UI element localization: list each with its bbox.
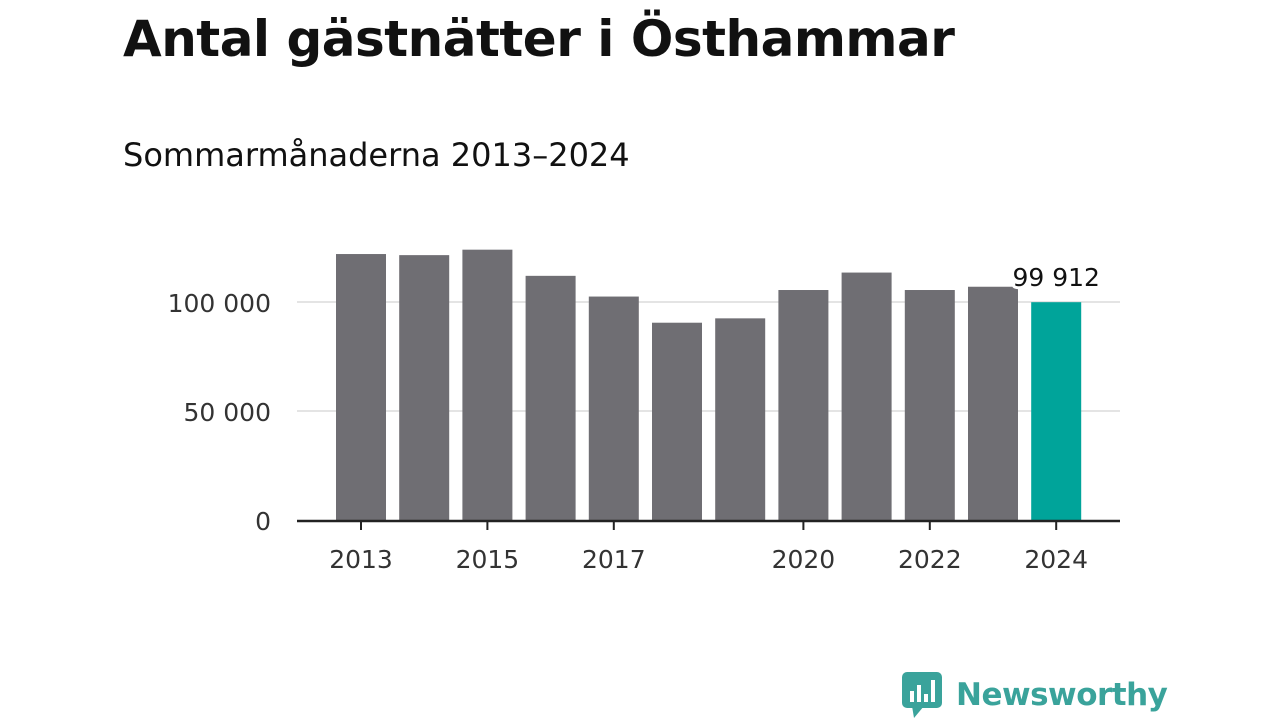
bar-2017 (588, 296, 639, 520)
bar-2021 (841, 272, 892, 520)
y-tick-label: 100 000 (168, 289, 271, 318)
bar-2013 (336, 254, 386, 521)
data-label-highlight: 99 912 (1012, 263, 1099, 292)
bar-2019 (715, 318, 766, 520)
bar-2015 (462, 249, 513, 520)
bar-2016 (525, 275, 576, 520)
bar-2023 (968, 286, 1018, 520)
bar-2020 (778, 290, 829, 520)
chart-subtitle: Sommarmånaderna 2013–2024 (123, 136, 630, 174)
y-tick-label: 50 000 (184, 398, 271, 427)
bar-2024 (1031, 302, 1082, 520)
y-tick-label: 0 (255, 507, 271, 536)
newsworthy-logo-icon (902, 672, 942, 718)
newsworthy-logo: Newsworthy (902, 670, 1168, 720)
bar-2022 (904, 290, 955, 520)
x-tick-label: 2017 (582, 545, 646, 574)
bar-chart: 0 50 000 100 000 99 912 2013 2015 2017 2020 2022… (168, 249, 1120, 574)
bar-2018 (652, 322, 702, 520)
x-tick-label: 2013 (329, 545, 393, 574)
x-tick-label: 2022 (898, 545, 962, 574)
newsworthy-logo-text: Newsworthy (956, 677, 1168, 713)
chart-title: Antal gästnätter i Östhammar (123, 10, 955, 68)
x-tick-label: 2024 (1024, 545, 1088, 574)
x-tick-label: 2020 (772, 545, 836, 574)
x-tick-label: 2015 (456, 545, 520, 574)
bar-2014 (399, 255, 450, 520)
